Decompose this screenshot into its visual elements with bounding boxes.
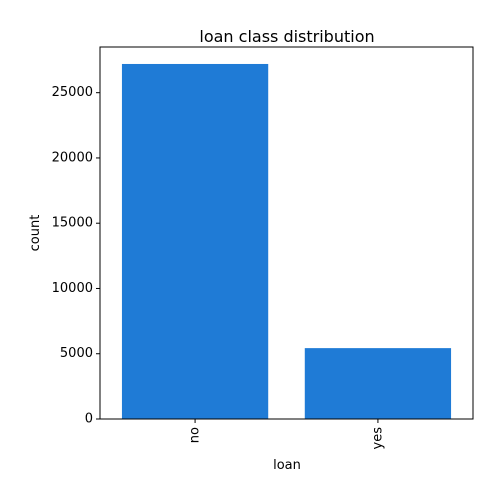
- x-tick-label: no: [188, 427, 203, 443]
- y-axis-label: count: [28, 215, 43, 252]
- bar-yes: [305, 348, 451, 419]
- y-axis-ticks: 0 5000 10000 15000 20000 25000: [52, 85, 100, 426]
- y-tick-label: 20000: [52, 150, 93, 165]
- bar-no: [122, 64, 268, 419]
- bars-group: [122, 64, 451, 419]
- y-tick-label: 5000: [60, 346, 93, 361]
- x-axis-ticks: no yes: [188, 419, 386, 449]
- x-tick-label: yes: [370, 427, 385, 450]
- y-tick-label: 10000: [52, 281, 93, 296]
- x-axis-label: loan: [273, 458, 301, 473]
- y-tick-label: 25000: [52, 85, 93, 100]
- y-tick-label: 0: [85, 412, 93, 427]
- y-tick-label: 15000: [52, 216, 93, 231]
- chart-title: loan class distribution: [199, 27, 374, 46]
